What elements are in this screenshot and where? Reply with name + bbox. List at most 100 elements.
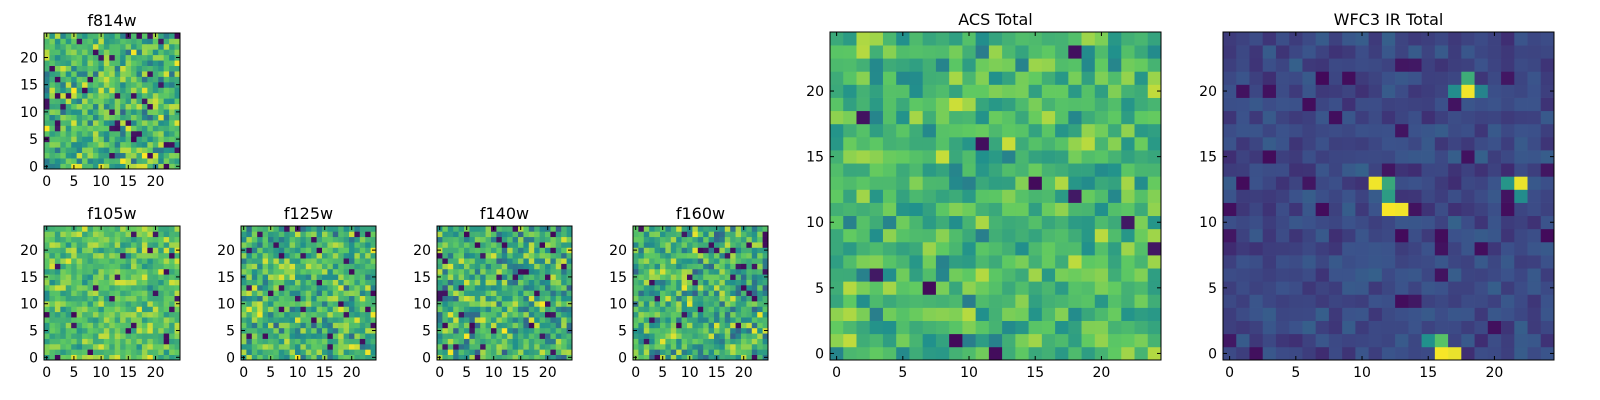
heatmap-cell (665, 279, 672, 286)
heatmap-cell (676, 274, 682, 280)
heatmap-cell (131, 295, 137, 302)
heatmap-cell (896, 333, 910, 348)
heatmap-cell (719, 354, 726, 361)
heatmap-cell (120, 43, 126, 50)
heatmap-cell (741, 295, 747, 302)
heatmap-cell (830, 281, 844, 295)
heatmap-cell (1381, 150, 1396, 164)
heatmap-cell (1474, 294, 1489, 308)
heatmap-cell (44, 114, 50, 121)
heatmap-cell (262, 327, 269, 334)
heatmap-cell (464, 338, 470, 345)
heatmap-cell (507, 306, 513, 313)
heatmap-cell (322, 231, 328, 238)
heatmap-cell (1055, 255, 1069, 269)
heatmap-cell (1461, 97, 1475, 112)
heatmap-cell (561, 343, 567, 350)
heatmap-cell (988, 123, 1003, 138)
heatmap-cell (464, 295, 470, 302)
heatmap-cell (1289, 268, 1303, 282)
heatmap-cell (1315, 97, 1330, 112)
heatmap-cell (54, 60, 61, 66)
heatmap-cell (120, 236, 126, 243)
heatmap-cell (949, 202, 963, 217)
heatmap-cell (681, 317, 688, 323)
heatmap-cell (1015, 228, 1029, 243)
heatmap-cell (1081, 110, 1096, 125)
heatmap-cell (268, 274, 274, 280)
heatmap-cell (643, 311, 650, 318)
heatmap-cell (687, 311, 693, 318)
heatmap-cell (311, 338, 317, 345)
heatmap-cell (343, 284, 350, 291)
heatmap-cell (1262, 215, 1277, 230)
heatmap-cell (87, 152, 94, 159)
heatmap-cell (464, 247, 470, 254)
heatmap-cell (316, 327, 323, 334)
heatmap-cell (268, 290, 274, 297)
heatmap-cell (158, 274, 165, 280)
heatmap-cell (1223, 281, 1237, 295)
heatmap-cell (692, 258, 699, 264)
heatmap-cell (464, 236, 470, 243)
heatmap-cell (676, 354, 682, 361)
heatmap-cell (136, 103, 143, 110)
heatmap-cell (343, 327, 350, 334)
heatmap-cell (485, 322, 492, 329)
heatmap-cell (1041, 346, 1056, 361)
heatmap-cell (1448, 71, 1462, 85)
heatmap-cell (163, 152, 170, 159)
heatmap-cell (1094, 320, 1109, 335)
heatmap-cell (289, 284, 296, 291)
heatmap-cell (896, 110, 910, 125)
heatmap-cell (295, 349, 301, 355)
heatmap-cell (534, 231, 540, 238)
heatmap-cell (87, 242, 94, 248)
heatmap-cell (338, 311, 344, 318)
heatmap-cell (692, 327, 699, 334)
heatmap-cell (1121, 71, 1135, 85)
heatmap-cell (697, 258, 704, 264)
heatmap-cell (147, 92, 154, 99)
heatmap-cell (163, 71, 170, 77)
heatmap-cell (1527, 281, 1542, 295)
heatmap-cell (147, 49, 154, 56)
heatmap-cell (82, 231, 88, 238)
heatmap-cell (1448, 58, 1462, 72)
heatmap-cell (174, 152, 181, 159)
heatmap-cell (697, 349, 704, 355)
heatmap-cell (518, 295, 524, 302)
heatmap-cell (338, 333, 344, 339)
heatmap-cell (1275, 241, 1290, 256)
heatmap-cell (719, 317, 726, 323)
y-tick-label: 15 (20, 270, 38, 286)
heatmap-cell (1421, 84, 1436, 98)
heatmap-cell (136, 33, 143, 39)
heatmap-cell (120, 317, 126, 323)
heatmap-cell (54, 103, 61, 110)
heatmap-cell (1055, 136, 1069, 151)
heatmap-cell (65, 354, 72, 361)
heatmap-cell (555, 317, 562, 323)
heatmap-cell (158, 130, 165, 137)
heatmap-cell (447, 284, 454, 291)
heatmap-cell (125, 306, 132, 313)
heatmap-cell (501, 252, 508, 259)
heatmap-cell (92, 226, 99, 232)
heatmap-cell (44, 103, 50, 110)
heatmap-cell (1147, 123, 1162, 138)
heatmap-cell (359, 247, 366, 254)
heatmap-cell (1487, 32, 1502, 46)
heatmap-cell (633, 242, 639, 248)
heatmap-cell (962, 215, 976, 230)
heatmap-cell (54, 54, 61, 61)
heatmap-cell (746, 354, 753, 361)
heatmap-cell (741, 317, 747, 323)
heatmap-cell (687, 338, 693, 345)
heatmap-cell (1421, 320, 1436, 335)
heatmap-cell (1342, 333, 1356, 348)
heatmap-cell (141, 279, 148, 286)
heatmap-cell (1236, 163, 1250, 177)
heatmap-cell (354, 247, 361, 254)
